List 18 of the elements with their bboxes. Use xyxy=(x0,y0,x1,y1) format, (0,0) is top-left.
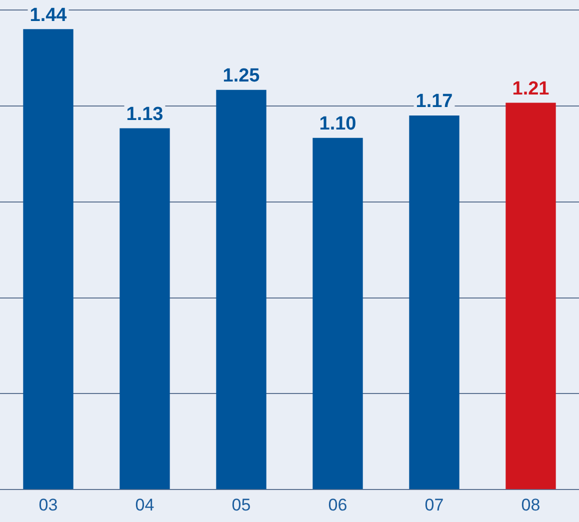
bar xyxy=(506,102,556,490)
data-label: 1.17 xyxy=(416,91,453,112)
bar xyxy=(409,116,460,490)
x-tick-label: 06 xyxy=(328,495,348,514)
bar xyxy=(23,29,74,490)
x-tick-label: 08 xyxy=(521,495,540,514)
data-label: 1.13 xyxy=(126,104,164,126)
bar xyxy=(120,128,170,490)
x-tick-label: 05 xyxy=(232,495,251,514)
bar xyxy=(216,90,266,490)
x-tick-label: 04 xyxy=(135,495,154,514)
data-label: 1.44 xyxy=(30,4,68,26)
x-tick-label: 03 xyxy=(38,495,58,514)
data-label: 1.25 xyxy=(222,66,260,87)
x-tick-label: 07 xyxy=(424,495,444,514)
data-label: 1.21 xyxy=(512,78,550,100)
bar xyxy=(312,138,363,490)
data-label: 1.10 xyxy=(319,114,356,135)
